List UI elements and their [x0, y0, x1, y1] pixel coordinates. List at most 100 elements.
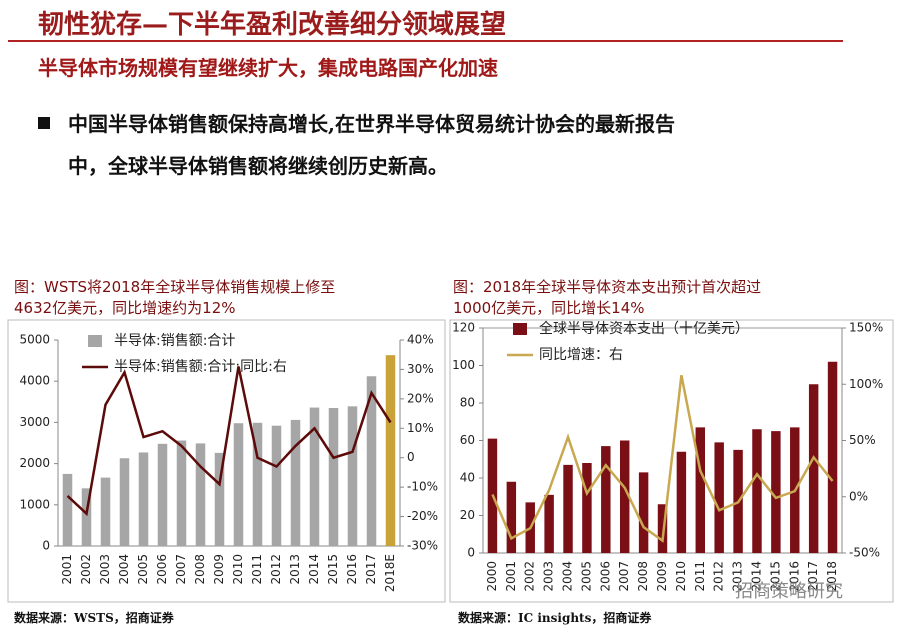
y2-tick-label: 0%	[849, 489, 868, 503]
bar	[506, 481, 517, 553]
x-tick-label: 2016	[787, 561, 801, 592]
chart-frame	[449, 319, 894, 603]
x-tick-label: 2008	[636, 561, 650, 592]
y-tick-label: 4000	[19, 374, 50, 388]
x-tick-label: 2012	[269, 554, 283, 585]
y2-tick-label: -20%	[407, 509, 438, 523]
bullet-text: 中，全球半导体销售额将继续创历史新高。	[68, 154, 448, 178]
y-tick-label: 100	[452, 358, 475, 372]
y-tick-label: 0	[42, 539, 50, 553]
x-tick-label: 2007	[617, 561, 631, 592]
x-tick-label: 2006	[155, 554, 169, 585]
bullet-text: 中国半导体销售额保持高增长,在世界半导体贸易统计协会的最新报告	[68, 112, 675, 136]
chart-caption: 4632亿美元，同比增速约为12%	[14, 299, 236, 317]
chart-caption: 1000亿美元，同比增长14%	[453, 299, 645, 317]
bar	[385, 355, 396, 546]
x-tick-label: 2003	[98, 554, 112, 585]
bar	[366, 376, 377, 546]
x-tick-label: 2017	[806, 561, 820, 592]
bar	[695, 427, 706, 553]
bar	[601, 446, 611, 553]
bar	[100, 477, 111, 546]
bar	[808, 384, 819, 553]
x-tick-label: 2015	[326, 554, 340, 585]
bar	[638, 472, 649, 553]
legend-label: 全球半导体资本支出（十亿美元）	[539, 320, 749, 337]
y-tick-label: 3000	[19, 415, 50, 429]
y2-tick-label: 20%	[407, 391, 434, 405]
y2-tick-label: 10%	[407, 421, 434, 435]
bar	[827, 361, 838, 553]
y-tick-label: 40	[460, 471, 475, 485]
x-tick-label: 2001	[60, 554, 74, 585]
legend-label: 半导体:销售额:合计	[114, 333, 235, 349]
bar	[119, 458, 130, 546]
x-tick-label: 2017	[364, 554, 378, 585]
x-tick-label: 2005	[579, 561, 593, 592]
bar	[62, 473, 73, 546]
source-note: 数据来源：IC insights，招商证券	[458, 611, 652, 625]
x-tick-label: 2002	[523, 561, 537, 592]
x-tick-label: 2007	[174, 554, 188, 585]
bar	[619, 440, 630, 553]
y-tick-label: 60	[460, 433, 475, 447]
legend-label: 半导体:销售额:合计:同比:右	[114, 359, 287, 375]
x-tick-label: 2000	[485, 561, 499, 592]
bar	[347, 406, 358, 546]
x-tick-label: 2005	[136, 554, 150, 585]
bar	[544, 494, 554, 553]
x-tick-label: 2004	[561, 561, 575, 592]
bar	[714, 442, 724, 553]
x-tick-label: 2010	[231, 554, 245, 585]
bar	[290, 419, 301, 546]
bar	[138, 452, 149, 546]
y2-tick-label: -50%	[849, 546, 880, 560]
bar	[582, 463, 592, 553]
line-series	[66, 366, 392, 517]
legend-swatch	[88, 335, 102, 347]
bar	[271, 425, 282, 546]
x-tick-label: 2010	[674, 561, 688, 592]
x-tick-label: 2011	[693, 561, 707, 592]
bar	[252, 422, 263, 546]
bar	[176, 440, 187, 546]
y2-tick-label: 0	[407, 450, 415, 464]
y2-tick-label: 50%	[849, 433, 876, 447]
x-tick-label: 2015	[768, 561, 782, 592]
x-tick-label: 2009	[655, 561, 669, 592]
x-tick-label: 2011	[250, 554, 264, 585]
line-series	[491, 375, 834, 543]
bar	[563, 464, 573, 553]
subtitle: 半导体市场规模有望继续扩大，集成电路国产化加速	[38, 56, 498, 80]
y-tick-label: 1000	[19, 497, 50, 511]
bar	[309, 407, 320, 546]
y2-tick-label: 150%	[849, 321, 883, 335]
y-tick-label: 0	[467, 546, 475, 560]
legend-swatch	[513, 323, 527, 335]
source-note: 数据来源：WSTS，招商证券	[14, 611, 174, 625]
bullet-marker	[38, 117, 50, 129]
x-tick-label: 2018E	[383, 554, 397, 592]
bar	[657, 504, 668, 553]
title-rule	[8, 40, 843, 42]
y-tick-label: 80	[460, 396, 475, 410]
bar	[676, 451, 687, 553]
chart-caption: 图：WSTS将2018年全球半导体销售规模上修至	[14, 278, 336, 296]
x-tick-label: 2016	[345, 554, 359, 585]
x-tick-label: 2014	[307, 554, 321, 585]
x-tick-label: 2009	[212, 554, 226, 585]
chart-frame	[7, 319, 446, 603]
y2-tick-label: 100%	[849, 377, 883, 391]
x-tick-label: 2013	[731, 561, 745, 592]
legend-label: 同比增速：右	[539, 347, 623, 363]
y2-tick-label: 30%	[407, 362, 434, 376]
x-tick-label: 2012	[712, 561, 726, 592]
bar	[157, 443, 168, 546]
y2-tick-label: -30%	[407, 539, 438, 553]
y-tick-label: 120	[452, 321, 475, 335]
bar	[771, 431, 781, 553]
y-tick-label: 2000	[19, 456, 50, 470]
x-tick-label: 2001	[504, 561, 518, 592]
bar	[233, 423, 244, 546]
